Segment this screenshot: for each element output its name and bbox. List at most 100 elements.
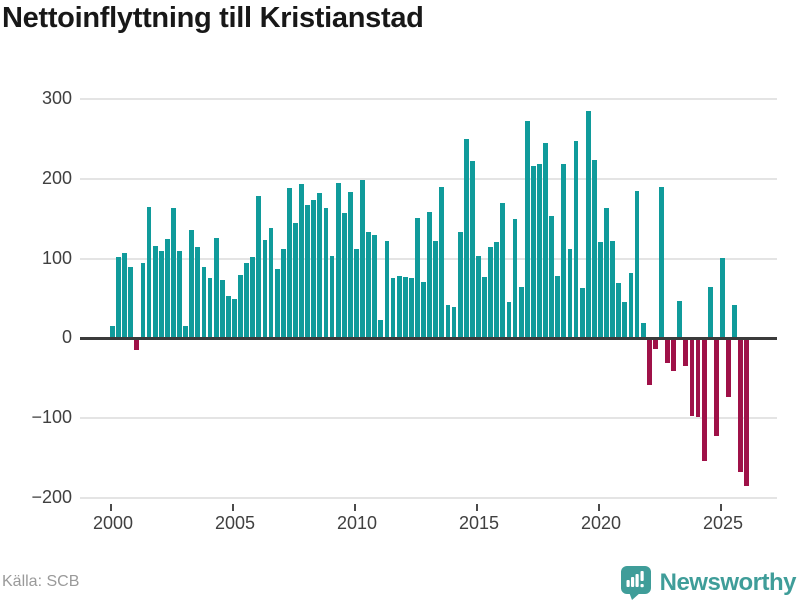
x-axis-label: 2000 bbox=[92, 513, 134, 533]
bar-2017-Q4 bbox=[543, 142, 548, 339]
bar-2016-Q3 bbox=[512, 218, 518, 339]
bar-2008-Q3 bbox=[317, 193, 323, 339]
bar-2004-Q1 bbox=[207, 277, 213, 339]
bar-2023-Q3 bbox=[683, 339, 689, 367]
bar-2025-Q3 bbox=[732, 304, 738, 339]
bar-2001-Q3 bbox=[146, 206, 152, 339]
bar-2005-Q1 bbox=[232, 298, 237, 339]
bar-2022-Q1 bbox=[646, 339, 652, 385]
bar-2002-Q4 bbox=[177, 250, 182, 339]
bar-2011-Q1 bbox=[378, 320, 384, 339]
bar-2003-Q3 bbox=[195, 246, 201, 339]
bar-2020-Q3 bbox=[610, 241, 616, 339]
bar-2004-Q4 bbox=[225, 296, 231, 339]
bar-2011-Q2 bbox=[384, 241, 390, 339]
x-axis-tick bbox=[720, 504, 722, 511]
bar-2010-Q1 bbox=[354, 249, 359, 339]
bar-2019-Q4 bbox=[591, 160, 597, 339]
bar-2014-Q1 bbox=[451, 307, 457, 339]
x-axis-tick bbox=[354, 504, 356, 511]
bar-2022-Q2 bbox=[652, 339, 658, 350]
bar-2017-Q1 bbox=[524, 121, 530, 339]
bar-2010-Q4 bbox=[372, 234, 378, 339]
bar-2013-Q1 bbox=[427, 212, 433, 339]
bar-2018-Q3 bbox=[561, 163, 567, 339]
bar-2016-Q2 bbox=[506, 301, 512, 339]
zero-line bbox=[80, 336, 777, 340]
bar-2021-Q1 bbox=[622, 301, 628, 339]
x-axis-label: 2010 bbox=[336, 513, 378, 533]
bar-2016-Q4 bbox=[518, 286, 524, 339]
bar-2017-Q2 bbox=[530, 166, 536, 339]
bar-series bbox=[110, 99, 770, 498]
bar-2000-Q4 bbox=[128, 266, 134, 339]
bar-2005-Q4 bbox=[250, 257, 256, 339]
y-axis-label: 200 bbox=[41, 167, 72, 188]
newsworthy-logo: Newsworthy bbox=[620, 565, 797, 600]
bar-2020-Q2 bbox=[604, 207, 609, 339]
bar-2008-Q2 bbox=[311, 200, 317, 339]
bar-2023-Q4 bbox=[689, 339, 695, 417]
plot-area: 2000 2005 2010 2015 2020 2025 bbox=[80, 98, 777, 533]
bar-2009-Q1 bbox=[329, 256, 335, 339]
bar-2019-Q2 bbox=[579, 288, 585, 339]
bar-2006-Q1 bbox=[256, 196, 262, 339]
bar-2000-Q1 bbox=[110, 326, 115, 339]
bar-2002-Q1 bbox=[158, 250, 164, 339]
bar-2018-Q1 bbox=[549, 216, 555, 339]
bar-2001-Q1 bbox=[134, 339, 140, 351]
bar-2014-Q3 bbox=[463, 138, 469, 339]
gridline bbox=[80, 177, 777, 180]
x-axis-tick bbox=[232, 504, 234, 511]
y-axis-label: 100 bbox=[41, 247, 72, 268]
bar-2003-Q2 bbox=[189, 229, 195, 339]
bar-2016-Q1 bbox=[500, 202, 506, 339]
chart-title: Nettoinflyttning till Kristianstad bbox=[2, 2, 424, 34]
bar-2010-Q2 bbox=[360, 179, 365, 339]
bar-2012-Q4 bbox=[421, 281, 426, 339]
bar-2022-Q3 bbox=[659, 186, 664, 339]
bar-2005-Q3 bbox=[244, 263, 250, 339]
bar-2000-Q3 bbox=[122, 253, 128, 339]
bar-2013-Q4 bbox=[445, 304, 451, 339]
bar-2024-Q4 bbox=[713, 339, 719, 437]
bar-2012-Q2 bbox=[408, 277, 414, 339]
bar-2007-Q2 bbox=[286, 187, 292, 339]
bar-2006-Q2 bbox=[262, 240, 268, 339]
y-axis-label: 0 bbox=[61, 327, 72, 348]
bar-2015-Q1 bbox=[476, 256, 481, 339]
bar-2006-Q3 bbox=[268, 228, 274, 339]
bar-2009-Q3 bbox=[341, 213, 347, 339]
bar-2008-Q1 bbox=[305, 205, 311, 339]
bar-2001-Q2 bbox=[140, 262, 146, 339]
bar-2015-Q2 bbox=[482, 276, 487, 339]
x-axis-label: 2015 bbox=[458, 513, 500, 533]
source-label: Källa: SCB bbox=[2, 573, 80, 590]
newsworthy-logo-icon bbox=[620, 566, 651, 600]
bar-2021-Q3 bbox=[634, 190, 640, 339]
bar-2026-Q1 bbox=[744, 339, 750, 486]
x-axis-tick bbox=[598, 504, 600, 511]
bar-2012-Q3 bbox=[415, 217, 420, 339]
bar-2000-Q2 bbox=[116, 257, 121, 339]
x-axis-label: 2020 bbox=[580, 513, 622, 533]
bar-2007-Q1 bbox=[280, 249, 286, 339]
bar-2023-Q1 bbox=[671, 339, 677, 371]
bar-2001-Q4 bbox=[152, 245, 158, 339]
bar-2005-Q2 bbox=[238, 274, 243, 339]
y-axis-label: −100 bbox=[31, 407, 72, 428]
bar-2013-Q3 bbox=[439, 186, 445, 339]
bar-2002-Q3 bbox=[171, 207, 176, 339]
bar-2024-Q2 bbox=[701, 339, 707, 462]
bar-2019-Q3 bbox=[585, 110, 591, 339]
gridline bbox=[80, 497, 777, 499]
bar-2007-Q4 bbox=[299, 184, 304, 339]
bar-2025-Q1 bbox=[720, 257, 725, 339]
bar-2006-Q4 bbox=[274, 268, 280, 339]
bar-2017-Q3 bbox=[537, 164, 542, 339]
x-axis-tick bbox=[110, 504, 112, 511]
bar-2025-Q2 bbox=[726, 339, 731, 397]
bar-2019-Q1 bbox=[573, 141, 579, 339]
x-axis-label: 2025 bbox=[702, 513, 744, 533]
x-axis-tick bbox=[476, 504, 478, 511]
